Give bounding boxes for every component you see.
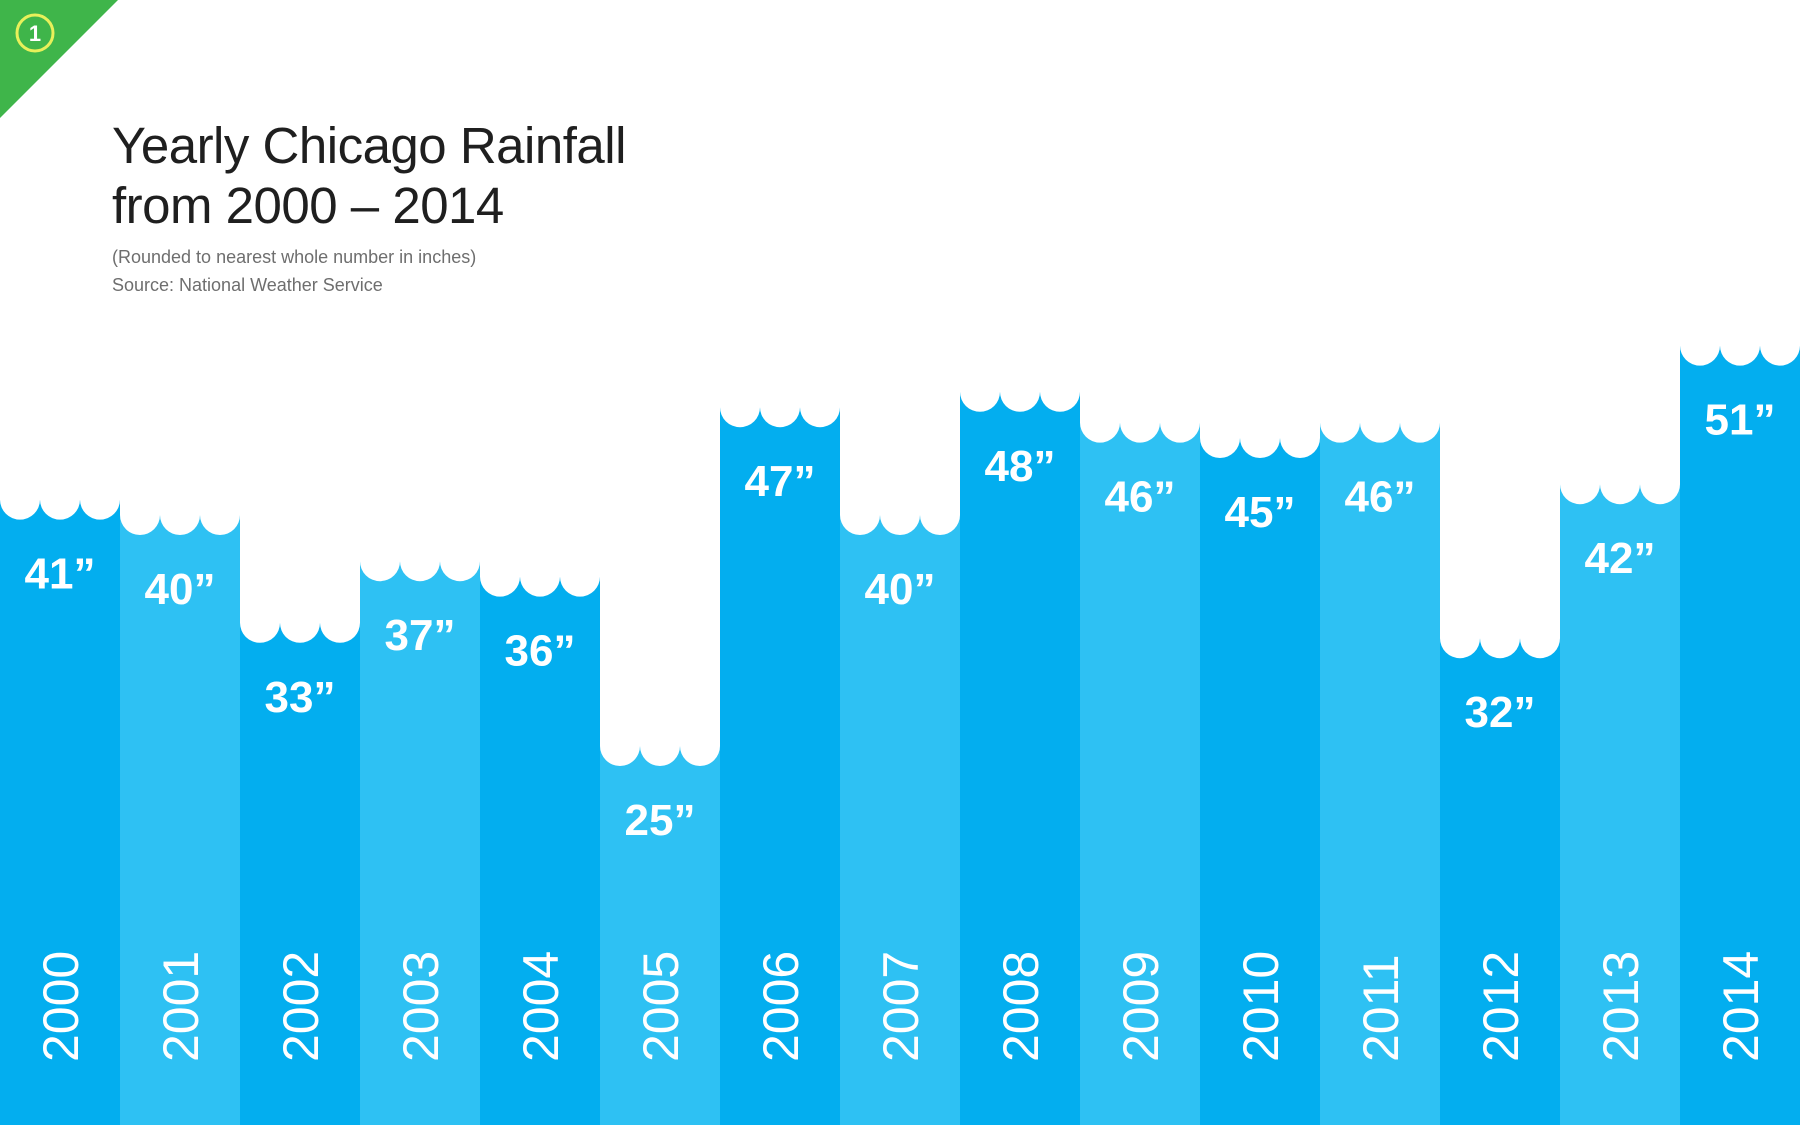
bar-2004 <box>480 576 600 1125</box>
rounding-note: (Rounded to nearest whole number in inch… <box>112 247 477 267</box>
bar-2003 <box>360 561 480 1125</box>
bar-2010 <box>1200 438 1320 1125</box>
bar-2005 <box>600 746 720 1125</box>
value-label-2013: 42” <box>1585 534 1656 583</box>
value-label-2002: 33” <box>265 673 336 722</box>
year-label-2014: 2014 <box>1713 951 1769 1062</box>
value-label-2014: 51” <box>1705 396 1776 445</box>
year-label-2003: 2003 <box>393 951 449 1062</box>
chart-subtitle: (Rounded to nearest whole number in inch… <box>112 243 476 299</box>
bar-2014 <box>1680 345 1800 1125</box>
value-label-2007: 40” <box>865 565 936 614</box>
year-label-2012: 2012 <box>1473 951 1529 1062</box>
year-label-2007: 2007 <box>873 951 929 1062</box>
value-label-2000: 41” <box>25 550 96 599</box>
year-label-2008: 2008 <box>993 951 1049 1062</box>
value-label-2009: 46” <box>1105 473 1176 522</box>
value-label-2001: 40” <box>145 565 216 614</box>
bar-2000 <box>0 499 120 1125</box>
title-line-2: from 2000 – 2014 <box>112 177 504 234</box>
chart-title: Yearly Chicago Rainfall from 2000 – 2014 <box>112 116 626 236</box>
bar-2002 <box>240 622 360 1125</box>
value-label-2010: 45” <box>1225 488 1296 537</box>
bar-2012 <box>1440 638 1560 1125</box>
bar-2001 <box>120 515 240 1125</box>
bar-2009 <box>1080 422 1200 1125</box>
value-label-2011: 46” <box>1345 473 1416 522</box>
bar-2008 <box>960 391 1080 1125</box>
year-label-2004: 2004 <box>513 951 569 1062</box>
year-label-2005: 2005 <box>633 951 689 1062</box>
bar-2011 <box>1320 422 1440 1125</box>
year-label-2010: 2010 <box>1233 951 1289 1062</box>
year-label-2002: 2002 <box>273 951 329 1062</box>
value-label-2008: 48” <box>985 442 1056 491</box>
bar-2013 <box>1560 484 1680 1125</box>
value-label-2012: 32” <box>1465 688 1536 737</box>
corner-triangle <box>0 0 118 118</box>
title-line-1: Yearly Chicago Rainfall <box>112 117 626 174</box>
year-label-2011: 2011 <box>1353 954 1409 1062</box>
badge-number: 1 <box>29 21 41 46</box>
value-label-2005: 25” <box>625 796 696 845</box>
year-label-2006: 2006 <box>753 951 809 1062</box>
value-label-2006: 47” <box>745 457 816 506</box>
source-note: Source: National Weather Service <box>112 275 383 295</box>
year-label-2001: 2001 <box>153 951 209 1062</box>
year-label-2000: 2000 <box>33 951 89 1062</box>
year-label-2013: 2013 <box>1593 951 1649 1062</box>
badge-circle <box>15 13 55 53</box>
bar-2007 <box>840 515 960 1125</box>
corner-badge: 1 <box>0 0 118 118</box>
value-label-2004: 36” <box>505 627 576 676</box>
year-label-2009: 2009 <box>1113 951 1169 1062</box>
bar-2006 <box>720 407 840 1125</box>
value-label-2003: 37” <box>385 611 456 660</box>
